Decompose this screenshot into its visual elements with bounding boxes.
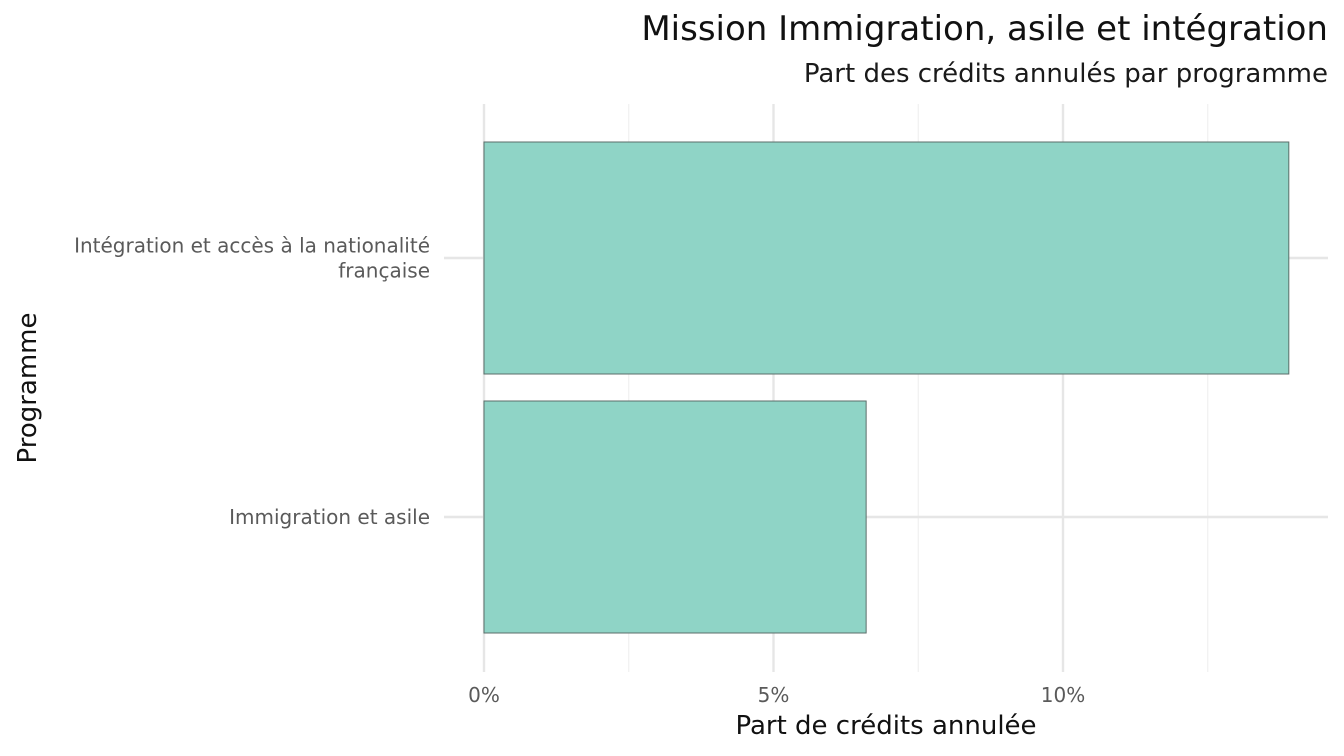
bars-layer — [483, 141, 1290, 634]
x-axis-title: Part de crédits annulée — [735, 711, 1036, 741]
x-tick-label: 10% — [1041, 683, 1085, 707]
y-tick-labels: Intégration et accès à la nationalité fra… — [74, 234, 430, 530]
chart-title: Mission Immigration, asile et intégratio… — [641, 9, 1328, 49]
x-tick-labels: 0% 5% 10% — [468, 683, 1085, 707]
chart-subtitle: Part des crédits annulés par programme — [804, 59, 1328, 89]
y-tick-label: Immigration et asile — [229, 505, 430, 529]
bar — [483, 400, 867, 634]
y-axis-title: Programme — [13, 312, 43, 463]
x-tick-label: 0% — [468, 683, 500, 707]
bar — [483, 141, 1290, 375]
y-tick-label: Intégration et accès à la nationalité fra… — [74, 234, 430, 283]
x-tick-label: 5% — [758, 683, 790, 707]
